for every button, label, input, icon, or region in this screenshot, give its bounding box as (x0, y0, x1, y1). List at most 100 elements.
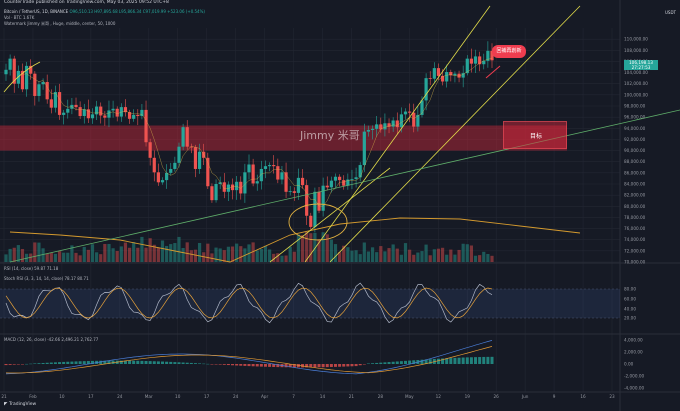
volume-bar (152, 244, 156, 262)
candle-body (453, 73, 457, 76)
volume-bar (424, 244, 428, 262)
y-axis-label: 94,000.00 (624, 126, 646, 131)
volume-bar (119, 246, 123, 262)
candle-body (49, 99, 53, 108)
tradingview-brand[interactable]: ◤ TradingView (4, 402, 36, 407)
volume-bar (420, 251, 424, 262)
arc-drawing (3, 61, 41, 93)
macd-histogram-bar (111, 360, 115, 364)
volume-bar (57, 251, 62, 262)
candle-body (321, 185, 325, 211)
x-axis-label: 17 (88, 394, 94, 399)
macd-histogram-bar (375, 362, 379, 364)
macd-histogram-bar (424, 359, 428, 364)
candle-body (461, 73, 465, 78)
macd-histogram-bar (132, 360, 136, 364)
watermark-text: Jimmy 米哥 (300, 129, 360, 142)
macd-histogram-bar (251, 364, 255, 367)
volume-bar (8, 248, 12, 262)
macd-histogram-bar (313, 364, 317, 368)
macd-histogram-bar (445, 358, 449, 364)
volume-bar (296, 234, 301, 262)
macd-histogram-bar (490, 356, 494, 364)
x-axis-label: 17 (204, 394, 210, 399)
macd-histogram-bar (12, 364, 16, 365)
candle-body (424, 78, 428, 101)
macd-histogram-bar (317, 364, 321, 368)
macd-histogram-bar (395, 361, 399, 364)
volume-bar (148, 238, 152, 262)
stoch-axis-label: 20.00 (624, 316, 636, 321)
x-axis-label: 10 (175, 394, 181, 399)
volume-bar (313, 232, 317, 262)
volume-bar (342, 245, 346, 262)
candle-body (107, 110, 111, 118)
callout-arrow (485, 65, 501, 79)
x-axis-label: 24 (233, 394, 239, 399)
candle-body (486, 50, 490, 61)
x-axis-label: Apr (261, 394, 269, 399)
publish-info: CounterTrade published on TradingView.co… (4, 0, 169, 5)
x-axis-label: Jun (521, 394, 529, 399)
macd-histogram-bar (45, 362, 49, 364)
candle-body (284, 172, 288, 192)
macd-histogram-bar (189, 362, 193, 364)
macd-histogram-bar (222, 364, 226, 365)
last-price-tag: 106,198.13 27:27:53 (624, 60, 658, 70)
macd-histogram-bar (362, 364, 366, 365)
macd-histogram-bar (99, 360, 103, 364)
stoch-d-line (5, 287, 493, 319)
candle-body (416, 114, 420, 127)
candle-body (383, 123, 387, 130)
candle-body (230, 184, 235, 191)
last-price-value: 106,198.13 27:27:53 (629, 60, 653, 70)
macd-histogram-bar (478, 357, 482, 364)
volume-bar (259, 248, 263, 262)
y-axis-label: 98,000.00 (624, 104, 646, 109)
macd-histogram-bar (29, 363, 33, 365)
candle-body (478, 56, 482, 65)
volume-bar (218, 248, 222, 262)
macd-histogram-bar (412, 360, 416, 364)
macd-histogram-bar (181, 362, 185, 364)
macd-histogram-bar (198, 363, 202, 364)
candle-body (445, 72, 449, 82)
volume-bar (317, 239, 321, 262)
macd-histogram-bar (193, 363, 197, 364)
volume-bar (457, 249, 461, 262)
candle-body (342, 180, 346, 186)
candle-body (115, 108, 119, 117)
candle-body (251, 164, 255, 184)
candle-body (387, 123, 391, 127)
volume-bar (321, 232, 325, 262)
macd-histogram-bar (173, 362, 177, 364)
candle-body (428, 78, 432, 79)
volume-bar (99, 254, 103, 262)
macd-histogram-bar (383, 362, 387, 364)
bottom-highlight-ellipse (288, 203, 348, 241)
candle-body (160, 180, 165, 183)
volume-bar (210, 253, 214, 262)
macd-histogram-bar (358, 364, 362, 366)
x-axis-label: 7 (292, 394, 295, 399)
macd-histogram-bar (486, 356, 490, 364)
volume-bar (66, 252, 70, 262)
tradingview-logo-icon: ◤ (4, 402, 10, 407)
macd-histogram-bar (4, 364, 8, 366)
candle-body (29, 65, 33, 74)
macd-histogram-bar (243, 364, 247, 366)
macd-histogram-bar (284, 364, 288, 368)
stoch-axis-label: 60.00 (624, 297, 636, 302)
macd-histogram-bar (404, 360, 408, 364)
candle-body (136, 114, 140, 117)
candle-body (193, 147, 198, 169)
x-axis-label: 9 (553, 394, 556, 399)
symbol-title[interactable]: Bitcoin / TetherUS, 1D, BINANCE (4, 9, 69, 14)
candle-body (366, 129, 371, 132)
macd-histogram-bar (161, 361, 165, 364)
macd-histogram-bar (103, 360, 107, 364)
x-axis-label: 10 (59, 394, 65, 399)
macd-histogram-bar (58, 362, 62, 364)
macd-histogram-bar (325, 364, 329, 368)
